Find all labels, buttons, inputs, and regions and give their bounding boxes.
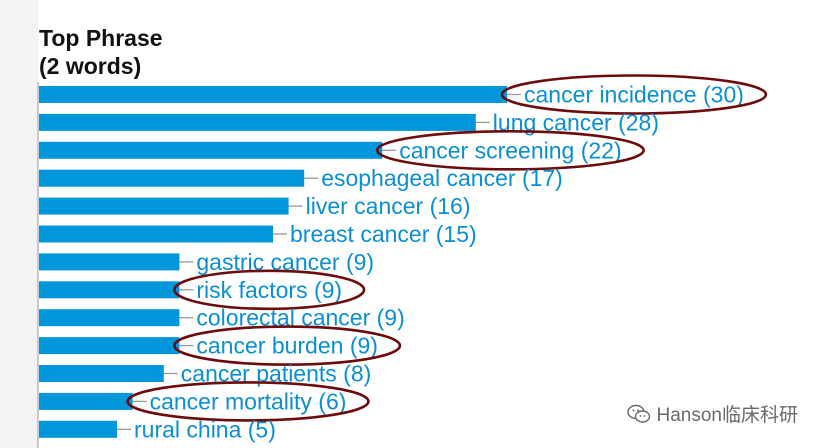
bar-risk-factors — [39, 281, 180, 299]
bar-cancer-incidence — [39, 86, 507, 103]
chart-title: Top Phrase (2 words) — [39, 24, 163, 80]
highlight-ellipse — [126, 381, 370, 422]
bar-lung-cancer — [39, 113, 476, 131]
bar-label: rural china (5) — [134, 416, 276, 442]
bar-label: breast cancer (15) — [290, 221, 477, 247]
bar-label: liver cancer (16) — [306, 193, 471, 219]
bar-liver-cancer — [39, 197, 289, 215]
highlight-ellipse — [173, 325, 402, 366]
bar-cancer-mortality — [39, 392, 133, 410]
bar-label: cancer burden (9) — [196, 333, 378, 359]
wechat-icon — [626, 404, 650, 423]
watermark: Hanson临床科研 — [626, 400, 799, 427]
highlight-ellipse — [500, 74, 768, 115]
bar-esophageal-cancer — [39, 169, 305, 187]
highlight-ellipse — [375, 130, 645, 171]
bar-label: cancer screening (22) — [399, 137, 621, 163]
bar-cancer-burden — [39, 337, 180, 355]
left-panel-shade — [0, 0, 38, 448]
chart-title-line1: Top Phrase — [39, 25, 163, 51]
bar-rural-china — [39, 420, 117, 438]
bar-breast-cancer — [39, 225, 273, 243]
bar-label: cancer mortality (6) — [150, 388, 347, 414]
bar-label: risk factors (9) — [196, 277, 342, 303]
chart-title-line2: (2 words) — [39, 53, 142, 79]
highlight-ellipse — [173, 269, 366, 311]
bar-cancer-screening — [39, 141, 383, 159]
bar-cancer-patients — [39, 365, 164, 382]
bar-colorectal-cancer — [39, 309, 180, 327]
watermark-text: Hanson临床科研 — [656, 405, 799, 426]
bar-gastric-cancer — [39, 253, 180, 271]
bar-label: esophageal cancer (17) — [321, 165, 563, 191]
bar-label: cancer incidence (30) — [524, 82, 744, 108]
